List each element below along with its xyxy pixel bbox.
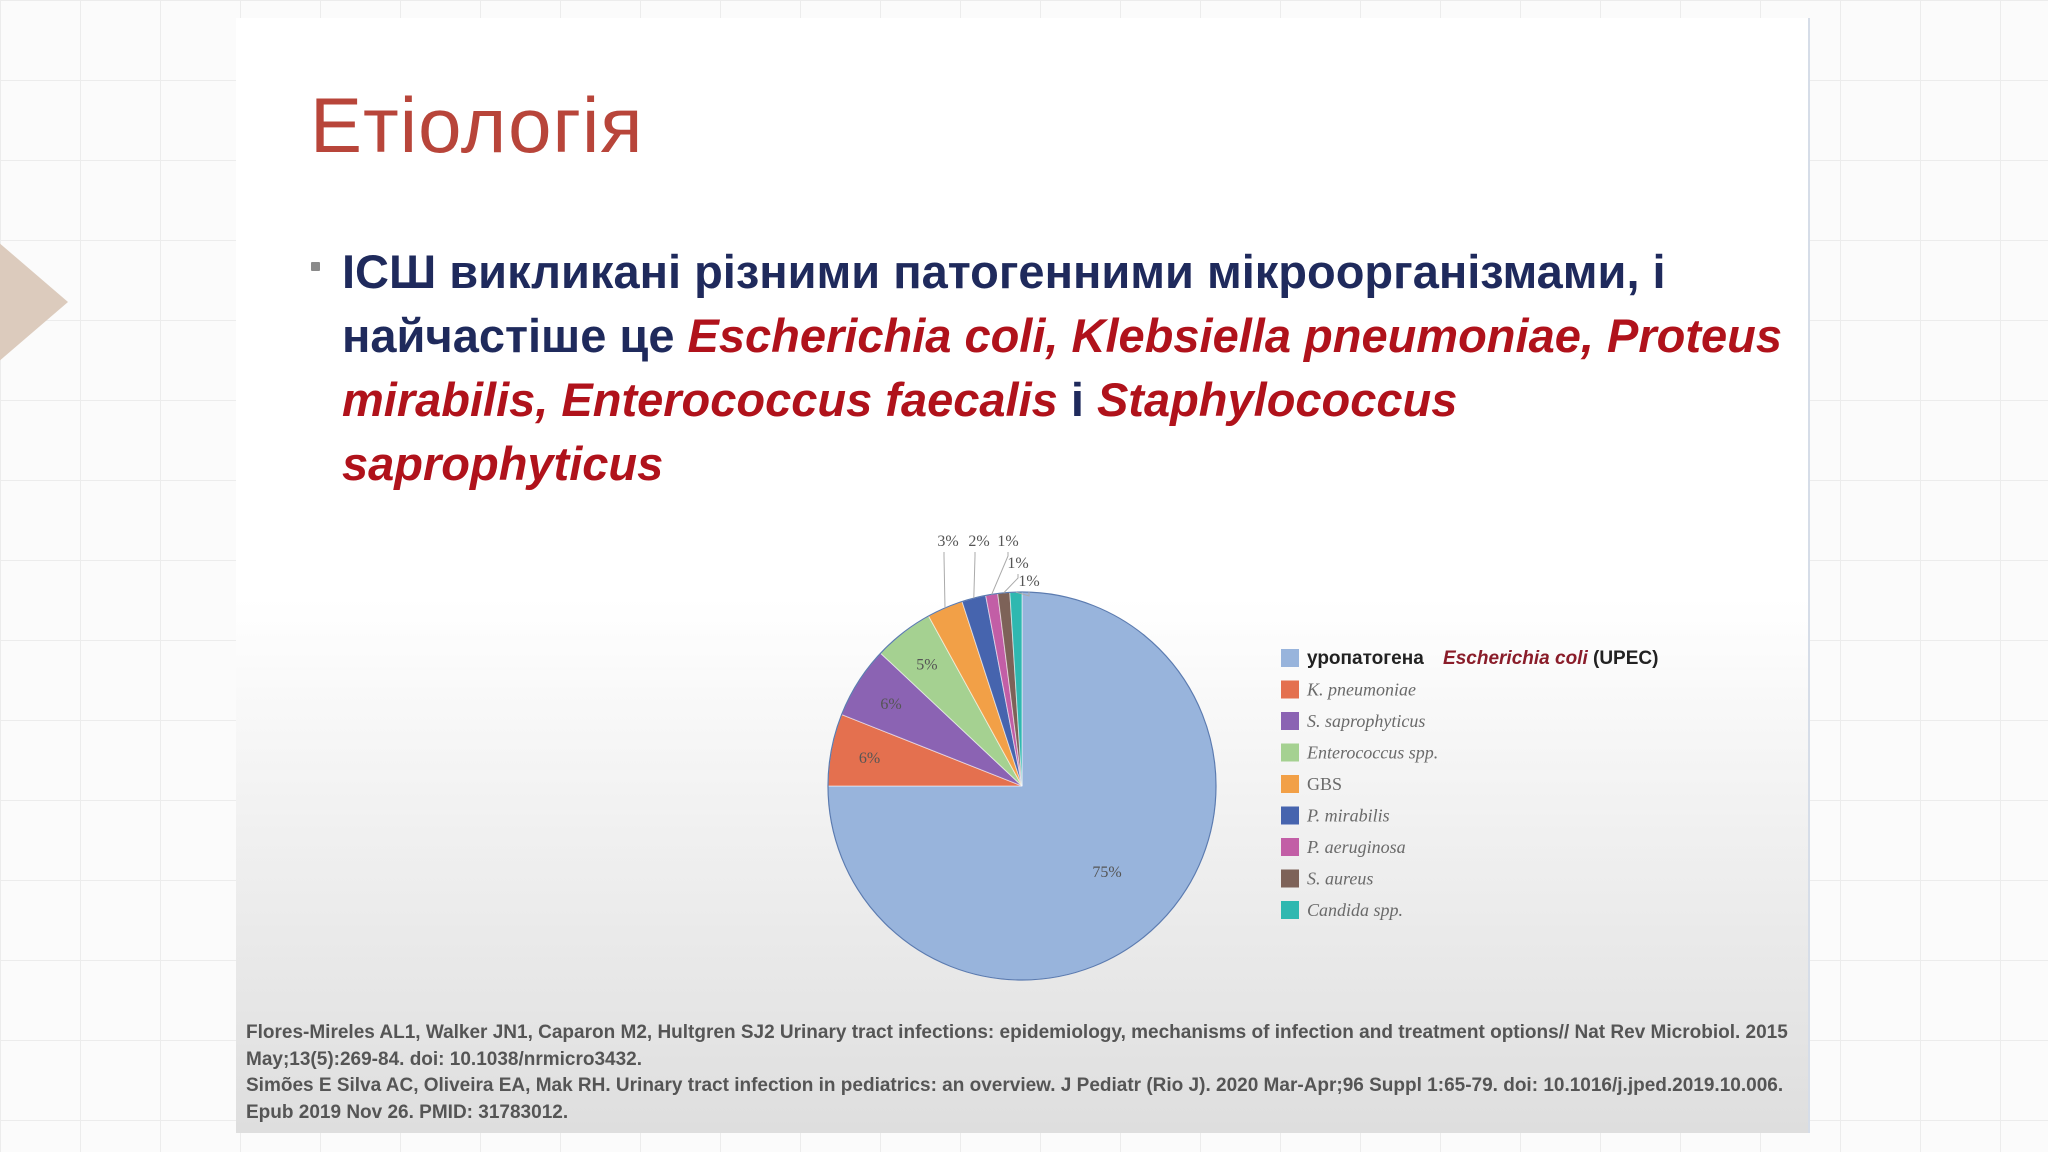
bullet-text-intro: ІСШ викликані різними патогенними мікроо… (342, 245, 1666, 362)
legend-label: K. pneumoniae (1306, 680, 1416, 700)
slide-title: Етіологія (310, 81, 644, 169)
legend-label: Enterococcus spp. (1306, 743, 1438, 763)
leader-line (1003, 574, 1019, 594)
legend-label: уропатогена Escherichia coli (UPEC) (1307, 648, 1658, 669)
slice-data-label: 75% (1092, 864, 1121, 881)
previous-slide-arrow[interactable] (0, 235, 68, 369)
legend-swatch (1281, 743, 1299, 762)
slice-data-label: 6% (880, 696, 901, 713)
legend-label: S. aureus (1307, 869, 1373, 889)
legend-swatch (1281, 712, 1299, 730)
reference-2: Simões E Silva AC, Oliveira EA, Mak RH. … (246, 1075, 1784, 1123)
pie-outline (827, 591, 1217, 981)
bullet-species-list: Escherichia coli, Klebsiella pneumoniae,… (342, 309, 1782, 426)
slice-data-label: 1% (997, 533, 1018, 550)
legend-swatch (1281, 806, 1299, 825)
legend-label: P. mirabilis (1306, 806, 1390, 826)
bullet-marker (311, 262, 320, 271)
legend-swatch (1281, 680, 1299, 699)
legend-swatch (1281, 869, 1299, 888)
leader-line (991, 552, 1009, 595)
bullet-text: ІСШ викликані різними патогенними мікроо… (342, 240, 1782, 496)
legend-label: S. saprophyticus (1307, 711, 1425, 731)
legend-swatch (1281, 901, 1299, 919)
slide-edge (1808, 18, 1810, 1133)
slide: Етіологія ІСШ викликані різними патогенн… (236, 18, 1810, 1133)
bullet-species-last: Staphylococcus saprophyticus (342, 373, 1458, 490)
bullet-conjunction: і (1057, 373, 1097, 426)
pie-chart: 75%6%6%5%3% 2% 1%1%1%уропатогена Escherich… (827, 533, 1658, 981)
leader-line (1015, 591, 1030, 597)
reference-1: Flores-Mireles AL1, Walker JN1, Caparon … (246, 1022, 1788, 1070)
legend-swatch (1281, 649, 1299, 667)
legend-label: Candida spp. (1307, 900, 1403, 920)
leader-line (943, 552, 946, 609)
references: Flores-Mireles AL1, Walker JN1, Caparon … (246, 1020, 1806, 1126)
slice-data-label: 1% (1007, 555, 1028, 572)
slice-data-label: 6% (859, 750, 880, 767)
slice-data-label: 5% (916, 656, 937, 673)
slice-data-label: 3% (937, 533, 958, 550)
legend-swatch (1281, 838, 1299, 856)
slice-data-label: 1% (1018, 573, 1039, 590)
legend-label: GBS (1307, 774, 1342, 794)
legend-swatch (1281, 775, 1299, 793)
slice-data-label: 2% (968, 533, 989, 550)
leader-line (973, 552, 976, 599)
legend-label: P. aeruginosa (1306, 837, 1406, 857)
